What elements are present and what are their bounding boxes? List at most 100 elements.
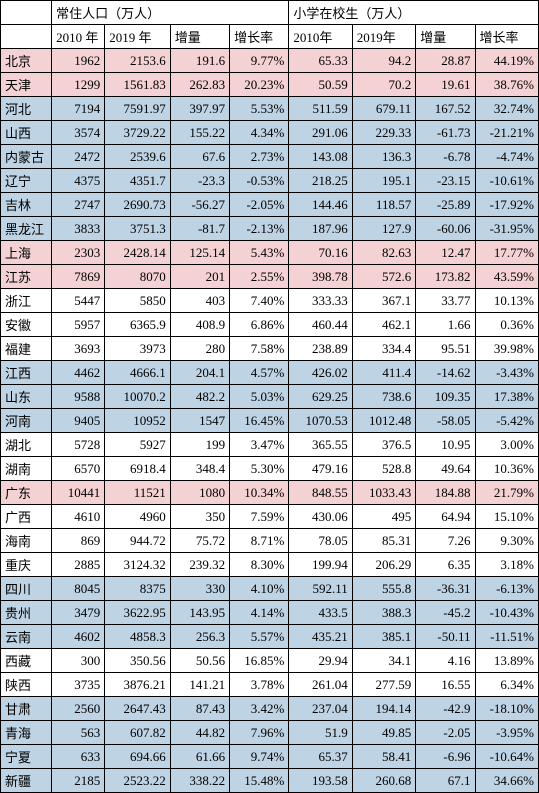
data-cell: 2153.6 — [105, 49, 170, 73]
data-cell: 376.5 — [352, 433, 415, 457]
data-cell: 3622.95 — [105, 601, 170, 625]
table-row: 福建369339732807.58%238.89334.495.5139.98% — [1, 337, 539, 361]
data-cell: 398.78 — [289, 265, 352, 289]
sub-header-6: 增量 — [416, 25, 475, 49]
table-row: 辽宁43754351.7-23.3-0.53%218.25195.1-23.15… — [1, 169, 539, 193]
data-cell: 3735 — [52, 673, 105, 697]
data-cell: 4602 — [52, 625, 105, 649]
table-row: 北京19622153.6191.69.77%65.3394.228.8744.1… — [1, 49, 539, 73]
data-cell: 5.53% — [230, 97, 289, 121]
data-cell: 435.21 — [289, 625, 352, 649]
data-cell: 5.43% — [230, 241, 289, 265]
data-cell: 2539.6 — [105, 145, 170, 169]
data-cell: 10.13% — [475, 289, 538, 313]
data-cell: 44.82 — [170, 721, 229, 745]
data-cell: 199 — [170, 433, 229, 457]
data-cell: 3876.21 — [105, 673, 170, 697]
data-cell: 9.30% — [475, 529, 538, 553]
data-cell: 7.59% — [230, 505, 289, 529]
data-cell: 127.9 — [352, 217, 415, 241]
data-cell: 49.64 — [416, 457, 475, 481]
data-cell: 408.9 — [170, 313, 229, 337]
data-cell: 4858.3 — [105, 625, 170, 649]
data-cell: 348.4 — [170, 457, 229, 481]
data-cell: 4.10% — [230, 577, 289, 601]
population-table: 常住人口（万人） 小学在校生（万人） 2010 年2019 年增量增长率2010… — [0, 0, 539, 793]
data-cell: -10.64% — [475, 745, 538, 769]
data-cell: 184.88 — [416, 481, 475, 505]
data-cell: 38.76% — [475, 73, 538, 97]
data-cell: 2560 — [52, 697, 105, 721]
data-cell: -61.73 — [416, 121, 475, 145]
province-cell: 北京 — [1, 49, 52, 73]
data-cell: 256.3 — [170, 625, 229, 649]
data-cell: 51.9 — [289, 721, 352, 745]
data-cell: 3833 — [52, 217, 105, 241]
data-cell: 109.35 — [416, 385, 475, 409]
data-cell: 64.94 — [416, 505, 475, 529]
data-cell: 173.82 — [416, 265, 475, 289]
data-cell: 944.72 — [105, 529, 170, 553]
data-cell: 4.34% — [230, 121, 289, 145]
data-cell: 528.8 — [352, 457, 415, 481]
data-cell: 433.5 — [289, 601, 352, 625]
group2-header: 小学在校生（万人） — [289, 1, 539, 25]
province-cell: 浙江 — [1, 289, 52, 313]
data-cell: 6365.9 — [105, 313, 170, 337]
data-cell: 239.32 — [170, 553, 229, 577]
data-cell: 738.6 — [352, 385, 415, 409]
province-cell: 重庆 — [1, 553, 52, 577]
data-cell: 350 — [170, 505, 229, 529]
data-cell: 1080 — [170, 481, 229, 505]
data-cell: 2747 — [52, 193, 105, 217]
data-cell: 237.04 — [289, 697, 352, 721]
data-cell: 3693 — [52, 337, 105, 361]
table-row: 黑龙江38333751.3-81.7-2.13%187.96127.9-60.0… — [1, 217, 539, 241]
data-cell: 5927 — [105, 433, 170, 457]
data-cell: 277.59 — [352, 673, 415, 697]
province-cell: 安徽 — [1, 313, 52, 337]
data-cell: 0.36% — [475, 313, 538, 337]
table-row: 河北71947591.97397.975.53%511.59679.11167.… — [1, 97, 539, 121]
data-cell: 679.11 — [352, 97, 415, 121]
group1-header: 常住人口（万人） — [52, 1, 289, 25]
data-cell: 32.74% — [475, 97, 538, 121]
data-cell: 75.72 — [170, 529, 229, 553]
data-cell: 2185 — [52, 769, 105, 793]
sub-header-3: 增长率 — [230, 25, 289, 49]
table-row: 西藏300350.5650.5616.85%29.9434.14.1613.89… — [1, 649, 539, 673]
province-cell: 上海 — [1, 241, 52, 265]
data-cell: 82.63 — [352, 241, 415, 265]
province-cell: 河南 — [1, 409, 52, 433]
table-row: 重庆28853124.32239.328.30%199.94206.296.35… — [1, 553, 539, 577]
data-cell: 5.30% — [230, 457, 289, 481]
data-cell: 10.95 — [416, 433, 475, 457]
data-cell: -4.74% — [475, 145, 538, 169]
data-cell: 15.48% — [230, 769, 289, 793]
data-cell: 350.56 — [105, 649, 170, 673]
data-cell: 4666.1 — [105, 361, 170, 385]
data-cell: 367.1 — [352, 289, 415, 313]
data-cell: 34.1 — [352, 649, 415, 673]
data-cell: -50.11 — [416, 625, 475, 649]
data-cell: 572.6 — [352, 265, 415, 289]
data-cell: 607.82 — [105, 721, 170, 745]
data-cell: 19.61 — [416, 73, 475, 97]
data-cell: 397.97 — [170, 97, 229, 121]
data-cell: 87.43 — [170, 697, 229, 721]
data-cell: 2647.43 — [105, 697, 170, 721]
data-cell: 4.16 — [416, 649, 475, 673]
data-cell: -6.96 — [416, 745, 475, 769]
data-cell: 61.66 — [170, 745, 229, 769]
province-cell: 吉林 — [1, 193, 52, 217]
data-cell: 29.94 — [289, 649, 352, 673]
data-cell: 2690.73 — [105, 193, 170, 217]
province-cell: 河北 — [1, 97, 52, 121]
data-cell: -10.61% — [475, 169, 538, 193]
province-cell: 山西 — [1, 121, 52, 145]
data-cell: -2.05% — [230, 193, 289, 217]
data-cell: -60.06 — [416, 217, 475, 241]
data-cell: 65.33 — [289, 49, 352, 73]
data-cell: 34.66% — [475, 769, 538, 793]
data-cell: 8.30% — [230, 553, 289, 577]
